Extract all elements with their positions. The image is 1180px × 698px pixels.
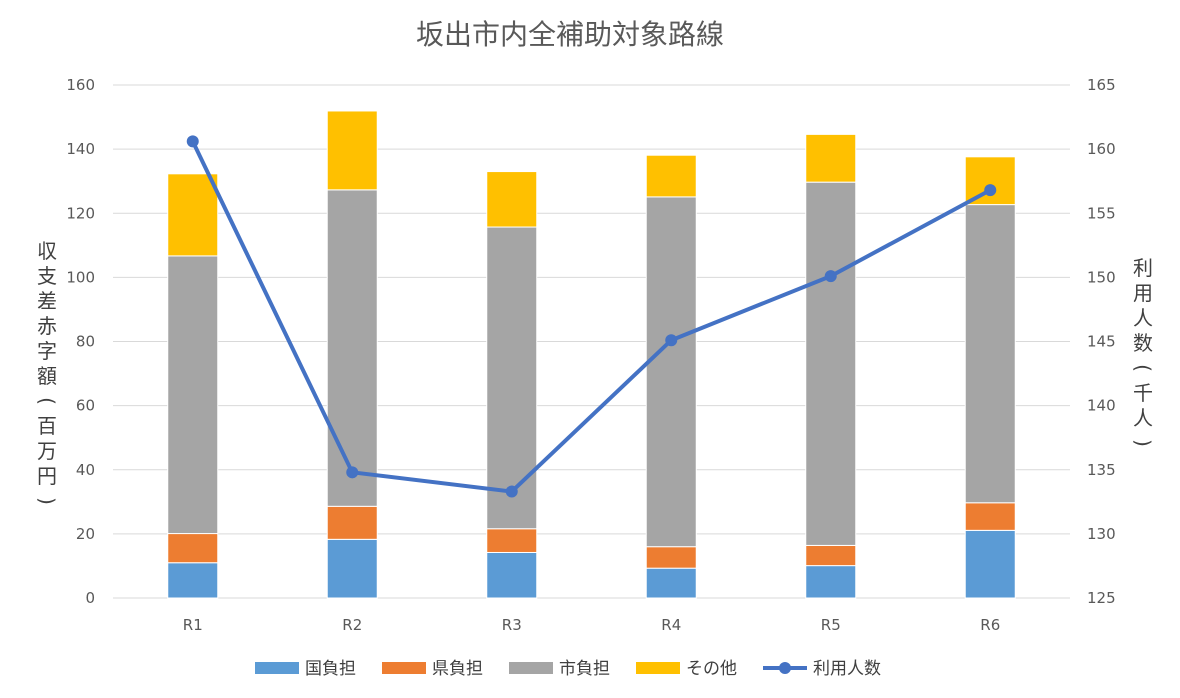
bar-R4-series-0 (645, 567, 697, 599)
y-tick-100: 100 (66, 268, 95, 286)
x-tick-R3: R3 (502, 616, 522, 634)
y-tick-0: 0 (85, 589, 95, 607)
left-axis-title-char-10: ) (35, 497, 59, 505)
bar-R3-series-2 (486, 226, 538, 530)
left-axis-title-char-0: 収 (37, 239, 57, 263)
right-axis-title: 利用人数(千人) (1131, 256, 1155, 447)
left-axis-title-char-6: ( (35, 397, 59, 405)
legend-label-series-0: 国負担 (305, 659, 356, 679)
bar-R2-series-3 (326, 110, 378, 191)
bar-R3-series-0 (486, 551, 538, 599)
left-axis-title-char-4: 字 (37, 339, 57, 363)
legend-label-line: 利用人数 (813, 659, 881, 679)
bar-R3-series-1 (486, 528, 538, 553)
usage-line (190, 140, 992, 494)
right-axis-ticks: 125 130 135 140 145 150 155 160 165 (1087, 76, 1116, 607)
left-axis-title-char-8: 万 (37, 439, 57, 463)
legend-marker-line (779, 662, 791, 674)
usage-point-R6 (984, 184, 997, 197)
bar-R1-series-1 (167, 533, 219, 564)
usage-point-R2 (346, 466, 359, 479)
y2-tick-145: 145 (1087, 333, 1116, 351)
line-series (186, 135, 997, 498)
left-axis-title-char-1: 支 (37, 264, 57, 288)
usage-point-R5 (824, 270, 837, 283)
x-tick-R5: R5 (821, 616, 841, 634)
y2-tick-130: 130 (1087, 525, 1116, 543)
right-axis-title-char-4: ( (1131, 364, 1155, 372)
right-axis-title-char-0: 利 (1133, 256, 1153, 280)
y-tick-80: 80 (76, 333, 95, 351)
bar-R6-series-2 (964, 204, 1016, 504)
bar-R5-series-2 (805, 181, 857, 546)
bar-R1-series-3 (167, 173, 219, 257)
bar-R3-series-3 (486, 171, 538, 228)
usage-point-R3 (505, 485, 518, 498)
bar-R4-series-1 (645, 546, 697, 569)
bar-R6-series-3 (964, 156, 1016, 206)
right-axis-title-char-6: 人 (1133, 406, 1153, 430)
right-axis-title-char-7: ) (1131, 439, 1155, 447)
left-axis-title-char-3: 赤 (37, 314, 57, 338)
legend-label-series-1: 県負担 (432, 659, 483, 679)
bar-R5-series-3 (805, 133, 857, 183)
bar-R2-series-1 (326, 505, 378, 540)
x-tick-R1: R1 (183, 616, 203, 634)
x-tick-R4: R4 (661, 616, 681, 634)
left-axis-title-char-7: 百 (37, 414, 57, 438)
y-tick-120: 120 (66, 204, 95, 222)
y2-tick-125: 125 (1087, 589, 1116, 607)
gridlines (113, 84, 1070, 599)
y2-tick-165: 165 (1087, 76, 1116, 94)
chart-title: 坂出市内全補助対象路線 (416, 18, 724, 51)
bar-R6-series-0 (964, 529, 1016, 599)
y2-tick-160: 160 (1087, 140, 1116, 158)
y-tick-160: 160 (66, 76, 95, 94)
bar-R4-series-3 (645, 154, 697, 198)
bar-R2-series-2 (326, 189, 378, 507)
right-axis-title-char-5: 千 (1133, 381, 1153, 405)
y-tick-140: 140 (66, 140, 95, 158)
right-axis-title-char-2: 人 (1133, 306, 1153, 330)
legend-swatch-series-3 (636, 662, 680, 674)
legend-swatch-series-2 (509, 662, 553, 674)
category-axis-ticks: R1 R2 R3 R4 R5 R6 (183, 616, 1000, 634)
y2-tick-150: 150 (1087, 268, 1116, 286)
left-axis-ticks: 0 20 40 60 80 100 120 140 160 (66, 76, 95, 607)
bar-R1-series-2 (167, 255, 219, 535)
legend-swatch-series-1 (382, 662, 426, 674)
y2-tick-155: 155 (1087, 204, 1116, 222)
legend-label-series-2: 市負担 (559, 659, 610, 679)
y-tick-40: 40 (76, 461, 95, 479)
right-axis-title-char-3: 数 (1133, 331, 1153, 355)
bar-R2-series-0 (326, 538, 378, 599)
left-axis-title-char-5: 額 (37, 364, 57, 388)
bar-R6-series-1 (964, 502, 1016, 531)
bar-R1-series-0 (167, 562, 219, 599)
y-tick-60: 60 (76, 397, 95, 415)
usage-point-R4 (665, 334, 678, 347)
left-axis-title-char-9: 円 (37, 464, 57, 488)
y2-tick-140: 140 (1087, 397, 1116, 415)
x-tick-R6: R6 (980, 616, 1000, 634)
y2-tick-135: 135 (1087, 461, 1116, 479)
legend: 国負担 県負担 市負担 その他 利用人数 (255, 659, 881, 679)
x-tick-R2: R2 (342, 616, 362, 634)
left-axis-title-char-2: 差 (37, 289, 57, 313)
legend-label-series-3: その他 (686, 659, 737, 679)
right-axis-title-char-1: 用 (1133, 281, 1153, 305)
bar-R5-series-1 (805, 544, 857, 567)
y-tick-20: 20 (76, 525, 95, 543)
bar-R5-series-0 (805, 565, 857, 599)
legend-swatch-series-0 (255, 662, 299, 674)
bars (167, 110, 1016, 599)
bar-R4-series-2 (645, 196, 697, 548)
usage-point-R1 (186, 135, 199, 148)
